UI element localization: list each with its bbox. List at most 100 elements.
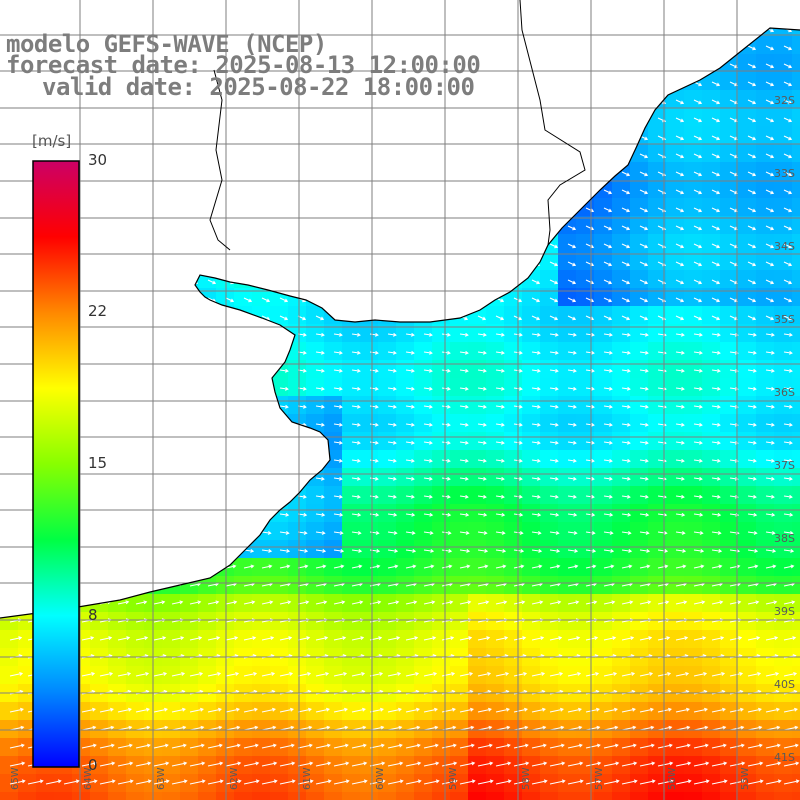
wind-arrow	[315, 564, 327, 569]
wind-arrow	[297, 636, 311, 641]
wind-arrow	[279, 549, 291, 553]
wind-arrow	[459, 512, 470, 517]
wind-arrow	[405, 564, 417, 569]
wind-arrow	[603, 368, 613, 373]
wind-arrow	[171, 671, 186, 677]
wind-arrow	[549, 368, 559, 373]
wind-arrow	[783, 761, 800, 767]
title-forecast-date: forecast date: 2025-08-13 12:00:00	[6, 51, 481, 79]
wind-arrow	[207, 779, 224, 785]
wind-arrow	[189, 707, 204, 713]
wind-arrow	[441, 530, 452, 535]
wind-arrow	[495, 386, 505, 391]
wind-arrow	[693, 707, 708, 713]
wind-arrow	[711, 530, 722, 535]
wind-arrow	[207, 600, 220, 605]
wind-arrow	[567, 564, 579, 569]
wind-arrow	[711, 549, 723, 553]
wind-arrow	[459, 549, 471, 553]
wind-arrow	[711, 404, 721, 409]
wind-arrow	[639, 422, 649, 427]
wind-arrow	[711, 171, 721, 177]
wind-arrow	[585, 386, 595, 391]
wind-arrow	[621, 636, 635, 641]
wind-arrow	[747, 404, 757, 409]
wind-arrow	[783, 512, 794, 517]
wind-arrow	[675, 243, 685, 249]
lon-label: 60W	[375, 767, 386, 790]
wind-arrow	[495, 779, 512, 785]
wind-arrow	[189, 636, 203, 641]
wind-arrow	[585, 422, 595, 427]
wind-arrow	[459, 422, 469, 427]
wind-arrow	[441, 707, 456, 713]
wind-arrow	[117, 761, 134, 767]
wind-arrow	[765, 761, 782, 767]
wind-arrow	[279, 297, 289, 303]
wind-arrow	[747, 45, 757, 51]
wind-arrow	[333, 458, 343, 463]
wind-arrow	[747, 350, 757, 355]
wind-arrow	[333, 422, 343, 427]
wind-arrow	[297, 761, 314, 767]
wind-arrow	[135, 707, 150, 713]
wind-arrow	[603, 350, 613, 355]
wind-arrow	[783, 458, 793, 463]
wind-arrow	[531, 761, 548, 767]
wind-arrow	[603, 189, 613, 195]
wind-arrow	[171, 636, 185, 641]
wind-arrow	[639, 350, 649, 355]
wind-arrow	[675, 530, 686, 535]
wind-arrow	[675, 422, 685, 427]
wind-arrow	[675, 225, 685, 231]
wind-arrow	[279, 600, 292, 605]
wind-arrow	[585, 368, 595, 373]
wind-arrow	[279, 368, 289, 373]
wind-arrow	[549, 350, 559, 355]
wind-arrow	[639, 189, 649, 195]
wind-arrow	[693, 564, 705, 569]
wind-arrow	[405, 600, 418, 605]
wind-arrow	[549, 243, 559, 249]
wind-arrow	[603, 261, 613, 267]
wind-arrow	[603, 386, 613, 391]
wind-arrow	[783, 494, 793, 499]
wind-arrow	[315, 494, 325, 499]
wind-arrow	[783, 440, 793, 445]
wind-arrow	[693, 225, 703, 231]
wind-arrow	[531, 279, 541, 285]
wind-arrow	[531, 549, 543, 553]
wind-arrow	[693, 243, 703, 249]
wind-arrow	[639, 404, 649, 409]
wind-arrow	[567, 422, 577, 427]
wind-arrow	[729, 564, 741, 569]
wind-arrow	[495, 512, 506, 517]
wind-arrow	[513, 761, 530, 767]
wind-arrow	[495, 564, 507, 569]
wind-arrow	[315, 404, 325, 409]
wind-arrow	[531, 332, 541, 337]
wind-arrow	[765, 743, 781, 749]
wind-arrow	[711, 494, 721, 499]
wind-arrow	[549, 564, 561, 569]
wind-arrow	[477, 530, 488, 535]
wind-arrow	[423, 422, 433, 427]
wind-arrow	[657, 549, 669, 553]
wind-arrow	[765, 636, 779, 641]
wind-arrow	[549, 600, 562, 605]
wind-arrow	[621, 315, 631, 321]
wind-arrow	[315, 779, 332, 785]
wind-arrow	[747, 243, 757, 249]
wind-arrow	[441, 440, 451, 445]
lon-label: 65W	[10, 767, 21, 790]
colorbar-tick: 22	[88, 302, 108, 320]
wind-arrow	[675, 153, 685, 159]
wind-arrow	[603, 530, 614, 535]
lon-label: 64W	[83, 767, 94, 790]
wind-arrow	[315, 512, 326, 517]
wind-arrow	[675, 549, 687, 553]
wind-arrow	[747, 261, 757, 267]
wind-arrow	[405, 368, 415, 373]
wind-arrow	[711, 707, 726, 713]
wind-arrow	[423, 494, 433, 499]
